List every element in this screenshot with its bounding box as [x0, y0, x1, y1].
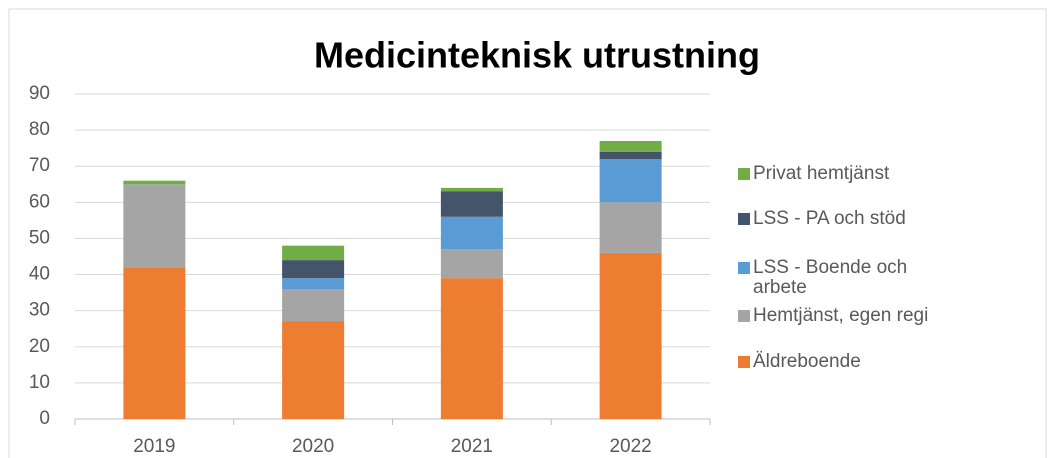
legend-swatch [738, 213, 750, 225]
y-tick-label: 20 [29, 336, 50, 357]
bar-segment [440, 187, 503, 192]
legend-label: LSS - Boende och arbete [753, 257, 908, 298]
bar-segment [123, 184, 186, 268]
y-tick-label: 40 [29, 264, 50, 285]
bar-segment [123, 267, 186, 419]
legend-item: LSS - PA och stöd [738, 209, 938, 229]
legend-swatch [738, 262, 750, 274]
x-tick-label: 2022 [609, 436, 651, 457]
bar-segment [282, 260, 345, 279]
chart-title: Medicinteknisk utrustning [314, 35, 760, 76]
bar-segment [599, 151, 662, 159]
bar-segment [440, 278, 503, 419]
bar-segment [599, 202, 662, 253]
y-tick-label: 30 [29, 300, 50, 321]
legend-swatch [738, 356, 750, 368]
bar-segment [123, 180, 186, 185]
legend-label: Privat hemtjänst [753, 163, 890, 184]
x-tick-label: 2021 [451, 436, 493, 457]
y-tick-label: 60 [29, 191, 50, 212]
bar-segment [599, 252, 662, 419]
legend-item: Hemtjänst, egen regi [738, 306, 938, 326]
y-tick-label: 10 [29, 372, 50, 393]
bar-segment [282, 289, 345, 322]
bar-segment [282, 278, 345, 289]
legend-swatch [738, 168, 750, 180]
legend-swatch [738, 310, 750, 322]
legend-item: Privat hemtjänst [738, 164, 938, 184]
legend-label: Äldreboende [753, 351, 861, 372]
legend-item: LSS - Boende och arbete [738, 258, 913, 298]
y-tick-label: 0 [39, 408, 50, 429]
bar-segment [282, 321, 345, 419]
bar-segment [599, 140, 662, 152]
x-tick-label: 2019 [133, 436, 175, 457]
y-tick-label: 80 [29, 119, 50, 140]
bar-segment [440, 191, 503, 217]
bar-segment [440, 249, 503, 279]
bar-segment [599, 159, 662, 203]
y-tick-label: 50 [29, 227, 50, 248]
legend-label: LSS - PA och stöd [753, 208, 906, 229]
chart-border [8, 8, 1047, 458]
bar-segment [440, 216, 503, 250]
legend-item: Äldreboende [738, 352, 938, 372]
legend-label: Hemtjänst, egen regi [753, 305, 929, 326]
y-tick-label: 90 [29, 83, 50, 104]
x-tick-label: 2020 [292, 436, 334, 457]
y-tick-label: 70 [29, 155, 50, 176]
bar-segment [282, 245, 345, 261]
